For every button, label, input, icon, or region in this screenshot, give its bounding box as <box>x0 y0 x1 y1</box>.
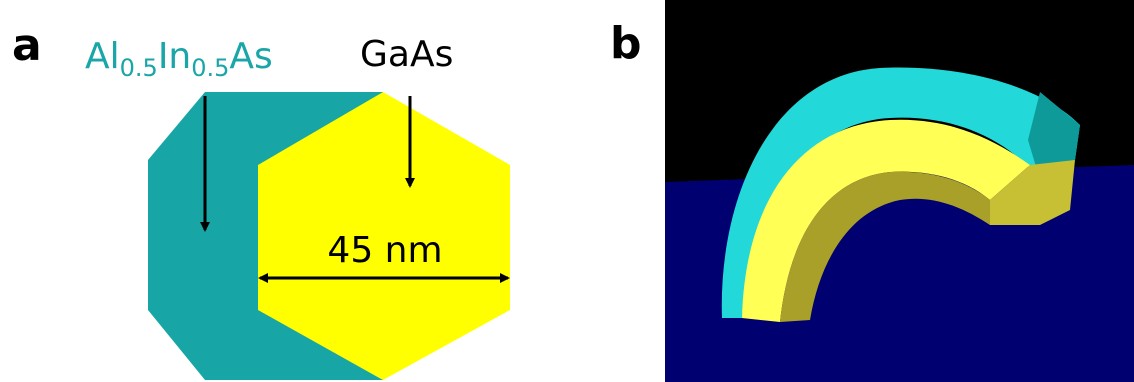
shell-label: Al0.5In0.5As <box>85 36 273 82</box>
panel-label: b <box>610 18 642 69</box>
panel-b: b <box>610 0 1134 382</box>
panel-label: a <box>12 20 42 71</box>
panel-a: a Al0.5In0.5As GaAs 45 nm <box>12 20 510 380</box>
core-label: GaAs <box>360 34 453 75</box>
label-subscript: 0.5 <box>191 54 229 82</box>
label-part: In <box>158 36 191 77</box>
label-part: Al <box>85 36 120 77</box>
figure: a Al0.5In0.5As GaAs 45 nm b <box>0 0 1134 382</box>
label-part: As <box>229 36 272 77</box>
label-subscript: 0.5 <box>120 54 158 82</box>
dimension-label: 45 nm <box>327 230 442 271</box>
